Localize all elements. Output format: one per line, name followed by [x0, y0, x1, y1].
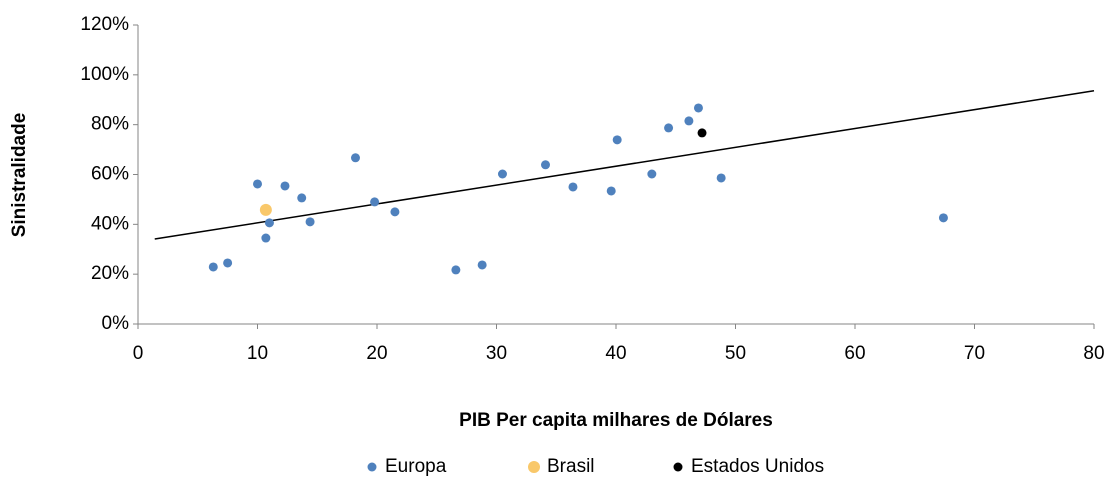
point: [716, 173, 726, 183]
legend-marker: [528, 461, 540, 473]
point: [390, 207, 400, 217]
x-tick-label: 40: [605, 343, 626, 364]
y-tick-label: 120%: [80, 14, 129, 35]
legend-marker: [673, 462, 683, 472]
x-tick-label: 80: [1083, 343, 1104, 364]
point: [223, 258, 233, 268]
x-tick-label: 0: [133, 343, 144, 364]
point: [697, 128, 707, 138]
point: [280, 181, 290, 191]
point: [606, 186, 616, 196]
point: [477, 260, 487, 270]
y-tick-label: 80%: [91, 114, 129, 135]
point: [684, 116, 694, 126]
point: [612, 135, 622, 145]
point: [664, 123, 674, 133]
x-tick-label: 30: [486, 343, 507, 364]
point: [540, 160, 550, 170]
trendline: [154, 90, 1095, 240]
y-tick-label: 0%: [102, 313, 130, 334]
point: [693, 103, 703, 113]
x-tick-label: 70: [964, 343, 985, 364]
point: [568, 182, 578, 192]
x-tick-label: 10: [247, 343, 268, 364]
x-tick-label: 20: [366, 343, 387, 364]
point: [938, 213, 948, 223]
legend-marker: [367, 462, 377, 472]
y-tick-label: 40%: [91, 213, 129, 234]
point: [208, 262, 218, 272]
x-tick-label: 60: [844, 343, 865, 364]
point: [497, 169, 507, 179]
y-tick-label: 100%: [80, 64, 129, 85]
y-tick-label: 20%: [91, 263, 129, 284]
x-tick-label: 50: [725, 343, 746, 364]
point: [297, 193, 307, 203]
point: [647, 169, 657, 179]
y-tick-label: 60%: [91, 164, 129, 185]
legend-label: Estados Unidos: [691, 456, 824, 477]
point: [264, 218, 274, 228]
point: [370, 197, 380, 207]
point: [305, 217, 315, 227]
point: [253, 179, 262, 189]
point: [451, 265, 461, 275]
y-axis-title: Sinistralidade: [9, 113, 30, 238]
legend-label: Brasil: [547, 456, 595, 477]
point: [259, 203, 272, 216]
point: [350, 153, 360, 163]
legend-label: Europa: [385, 456, 447, 477]
x-axis-title: PIB Per capita milhares de Dólares: [459, 410, 773, 431]
point: [261, 233, 271, 243]
